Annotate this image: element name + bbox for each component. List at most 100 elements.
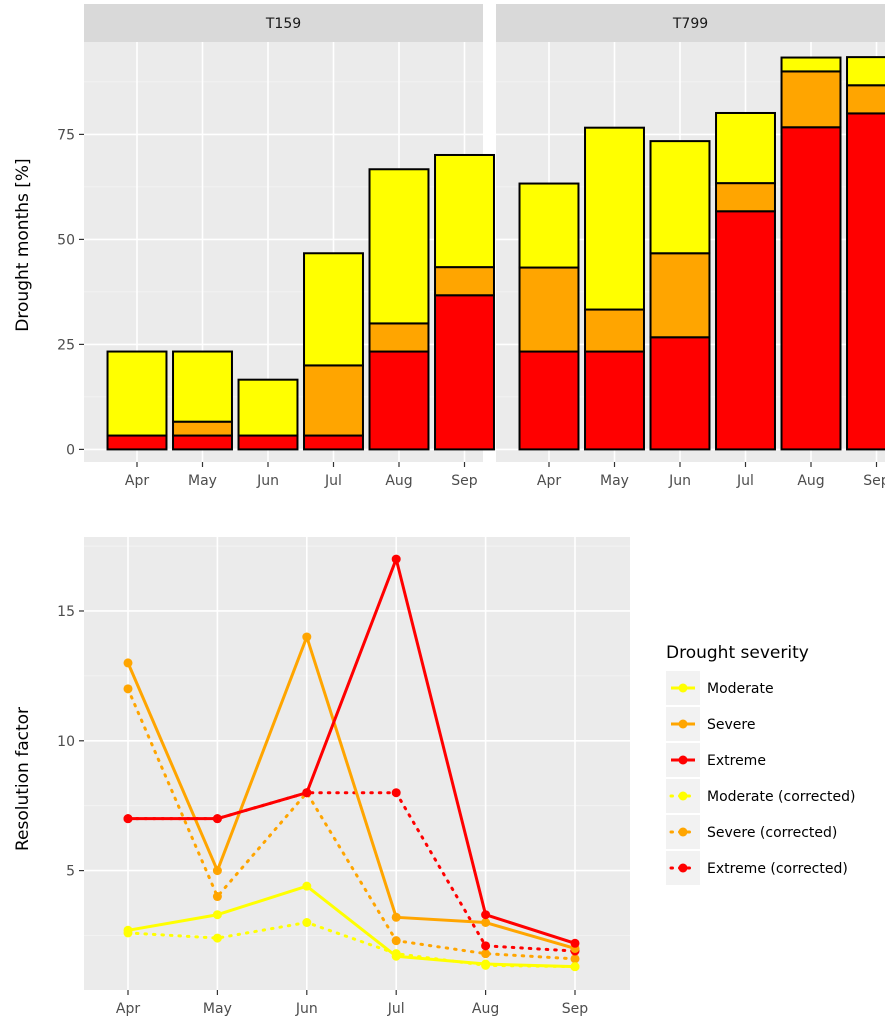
bar-extreme-jul	[303, 434, 364, 451]
x-tick-label: Sep	[562, 1001, 589, 1017]
bar-extreme-sep	[434, 294, 495, 451]
series-line	[127, 884, 576, 969]
drought-months-chart: Drought months [%] T159 Apr May Jun Jul Aug Se…	[13, 4, 885, 489]
data-point-may	[212, 910, 222, 920]
bar-moderate-may	[584, 126, 645, 311]
x-tick-label: Jul	[736, 473, 754, 489]
legend: Drought severity ModerateSevereExtremeMo…	[666, 643, 855, 885]
series-line	[126, 635, 576, 950]
bar-severe-sep	[434, 266, 495, 297]
x-tick-label: Jul	[387, 1001, 405, 1017]
facet-panel-t799: T799 Apr May Jun Jul Aug Sep	[496, 4, 885, 489]
bar-extreme-aug	[368, 350, 430, 451]
data-point-jun	[302, 632, 312, 642]
y-tick-label: 0	[66, 442, 75, 458]
y-tick-label: 25	[57, 337, 75, 353]
x-tick-label: Sep	[863, 473, 885, 489]
bar-severe-may	[172, 420, 233, 437]
legend-key-point	[678, 791, 688, 801]
legend-label: Severe (corrected)	[707, 825, 837, 841]
bar-moderate-jun	[649, 140, 711, 255]
bar-moderate-may	[172, 350, 233, 423]
data-point-sep	[570, 938, 580, 948]
bar-severe-may	[584, 308, 645, 353]
resolution-factor-chart: Resolution factor Apr May Jun Jul Aug Sep 5 10 1…	[13, 537, 855, 1017]
facet-panels: T159 Apr May Jun Jul Aug Sep 0 25 50 75 T799 Apr May J…	[57, 4, 885, 489]
y-tick-label: 75	[57, 127, 75, 143]
bar-moderate-aug	[780, 56, 842, 73]
bar-extreme-jul	[715, 210, 776, 451]
bar-moderate-apr	[518, 182, 580, 269]
series-line	[128, 557, 576, 945]
data-point-aug	[481, 941, 491, 951]
y-tick-label: 10	[57, 734, 75, 750]
bar-extreme-jun	[649, 336, 711, 451]
bar-moderate-aug	[368, 168, 430, 325]
bar-extreme-apr	[518, 350, 580, 451]
legend-item-extreme-corrected: Extreme (corrected)	[666, 851, 848, 885]
series-extreme	[123, 554, 580, 948]
data-point-jun	[302, 788, 312, 798]
legend-label: Severe	[707, 717, 755, 733]
bar-severe-aug	[368, 322, 430, 353]
facet-panel-t159: T159 Apr May Jun Jul Aug Sep 0 25 50 75	[57, 4, 495, 489]
data-point-apr	[123, 925, 133, 935]
legend-label: Moderate (corrected)	[707, 789, 855, 805]
bar-extreme-apr	[106, 434, 168, 451]
facet-strip-label: T799	[672, 16, 708, 32]
bar-moderate-apr	[106, 350, 168, 437]
legend-item-severe: Severe	[666, 707, 755, 741]
x-tick-label: Jun	[256, 473, 279, 489]
x-tick-label: Jun	[295, 1001, 318, 1017]
legend-label: Extreme	[707, 753, 766, 769]
facet-strip	[84, 4, 483, 42]
data-point-aug	[481, 959, 491, 969]
data-point-apr	[123, 658, 133, 668]
legend-key-point	[678, 683, 688, 693]
data-point-sep	[570, 962, 580, 972]
bar-severe-apr	[518, 266, 580, 353]
bar-severe-sep	[846, 84, 885, 115]
legend-title: Drought severity	[666, 643, 809, 663]
legend-items: Moderate Severe Extreme Moderate (corrected…	[666, 671, 855, 885]
data-point-apr	[123, 684, 133, 694]
data-point-apr	[123, 814, 133, 824]
facet-strip	[496, 4, 885, 42]
bar-severe-aug	[780, 70, 842, 129]
bar-moderate-jul	[303, 252, 364, 367]
bar-extreme-may	[584, 350, 645, 451]
bar-extreme-aug	[780, 126, 842, 451]
data-point-sep	[570, 954, 580, 964]
data-point-jun	[302, 918, 312, 928]
legend-item-extreme: Extreme	[666, 743, 766, 777]
y-tick-label: 5	[66, 864, 75, 880]
data-point-aug	[481, 949, 491, 959]
data-point-jul	[391, 936, 401, 946]
data-point-aug	[481, 910, 491, 920]
data-point-may	[212, 814, 222, 824]
bar-severe-jul	[715, 182, 776, 213]
y-axis-title-resolution-factor: Resolution factor	[13, 707, 33, 851]
bar-extreme-jun	[237, 434, 299, 451]
legend-label: Extreme (corrected)	[707, 861, 848, 877]
x-tick-label: Apr	[116, 1001, 140, 1017]
data-point-jun	[302, 881, 312, 891]
x-tick-label: Sep	[451, 473, 478, 489]
data-point-jul	[391, 788, 401, 798]
legend-item-moderate-corrected: Moderate (corrected)	[666, 779, 855, 813]
legend-label: Moderate	[707, 681, 774, 697]
x-tick-label: Aug	[472, 1001, 499, 1017]
bar-moderate-jun	[237, 378, 299, 437]
legend-key-point	[678, 863, 688, 873]
series-moderate	[123, 881, 580, 972]
legend-key-point	[678, 719, 688, 729]
data-point-jul	[391, 912, 401, 922]
plot-background	[84, 537, 630, 990]
data-point-aug	[481, 918, 491, 928]
data-point-jul	[391, 951, 401, 961]
legend-item-moderate: Moderate	[666, 671, 774, 705]
y-tick-label: 15	[57, 604, 75, 620]
x-tick-label: Jul	[324, 473, 342, 489]
series-line	[126, 687, 577, 961]
